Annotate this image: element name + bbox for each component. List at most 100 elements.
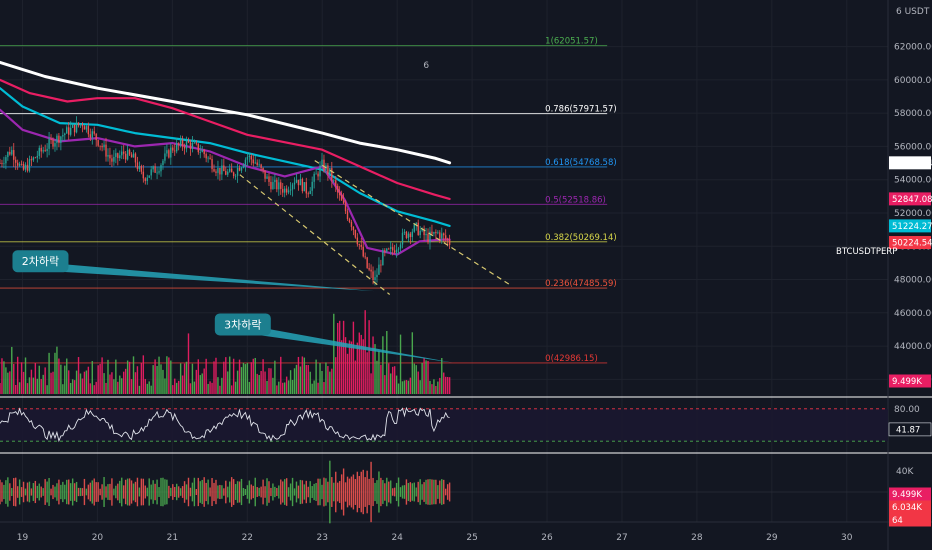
bottom-bar bbox=[103, 477, 105, 507]
bottom-bar bbox=[170, 487, 172, 497]
candle-body bbox=[413, 224, 415, 232]
candle-body bbox=[327, 165, 329, 174]
bottom-bar bbox=[293, 488, 296, 496]
bottom-bar bbox=[274, 486, 276, 498]
bottom-bar bbox=[229, 481, 231, 503]
candle-body bbox=[340, 195, 343, 201]
candle-body bbox=[403, 231, 406, 233]
volume-bar bbox=[26, 383, 29, 394]
volume-bar bbox=[374, 344, 376, 394]
candle-body bbox=[160, 165, 162, 172]
candle-body bbox=[305, 182, 307, 194]
bottom-tag-bg bbox=[889, 487, 931, 501]
bottom-bar bbox=[213, 482, 215, 502]
bottom-bar bbox=[270, 487, 272, 497]
bottom-tag-bg bbox=[889, 513, 931, 527]
bottom-bar bbox=[401, 485, 404, 499]
bottom-bar bbox=[150, 484, 152, 500]
volume-bar bbox=[48, 352, 50, 394]
candle-body bbox=[321, 159, 323, 166]
volume-bar bbox=[291, 379, 294, 394]
bottom-bar bbox=[366, 470, 368, 514]
candle-body bbox=[382, 250, 384, 266]
candle-body bbox=[256, 162, 258, 165]
rsi-tick-label: 80.00 bbox=[894, 405, 920, 415]
bottom-bar bbox=[301, 480, 304, 504]
candle-body bbox=[309, 190, 311, 194]
volume-bar bbox=[346, 353, 349, 394]
bottom-bar bbox=[417, 481, 419, 503]
moving-average-line bbox=[0, 108, 451, 256]
bottom-bar bbox=[433, 479, 435, 505]
moving-average-line bbox=[0, 60, 452, 165]
candle-body bbox=[40, 147, 42, 152]
volume-bar bbox=[101, 357, 103, 394]
volume-bar bbox=[321, 371, 323, 394]
candle-body bbox=[289, 189, 292, 191]
volume-bar bbox=[431, 384, 433, 394]
trendline bbox=[239, 174, 391, 295]
volume-bar bbox=[443, 372, 445, 394]
volume-bar bbox=[266, 380, 268, 394]
candle-body bbox=[144, 178, 146, 181]
bottom-indicator-pane bbox=[0, 460, 888, 524]
bottom-bar bbox=[9, 483, 11, 501]
bottom-bar bbox=[115, 485, 117, 499]
volume-bar bbox=[97, 365, 99, 394]
candle-body bbox=[252, 159, 254, 164]
candle-body bbox=[356, 237, 359, 245]
bottom-bar bbox=[342, 468, 345, 516]
bottom-bar bbox=[217, 485, 219, 499]
bottom-bar bbox=[162, 477, 164, 507]
candle-body bbox=[93, 131, 95, 134]
candle-body bbox=[201, 150, 203, 153]
bottom-bar bbox=[30, 488, 33, 496]
candle-body bbox=[338, 192, 341, 196]
bottom-bar bbox=[185, 484, 188, 500]
price-tick-label: 46000.00 bbox=[894, 309, 932, 319]
bottom-bar bbox=[48, 477, 50, 507]
volume-bar bbox=[1, 358, 3, 394]
candle-body bbox=[444, 235, 447, 240]
volume-bar bbox=[211, 382, 213, 394]
volume-bar bbox=[360, 334, 362, 394]
candle-body bbox=[207, 157, 209, 159]
date-tick-label: 25 bbox=[466, 533, 477, 543]
bottom-bar bbox=[119, 480, 121, 504]
candle-body bbox=[219, 167, 221, 175]
volume-bar bbox=[40, 378, 42, 394]
bottom-bar bbox=[107, 484, 109, 500]
bottom-bar bbox=[126, 478, 129, 506]
volume-bar bbox=[34, 362, 37, 394]
volume-bar bbox=[144, 378, 146, 394]
bottom-bar bbox=[344, 482, 347, 502]
bottom-bar bbox=[337, 482, 339, 502]
candle-body bbox=[128, 149, 131, 155]
price-tags: 55013.74 52847.08 51224.27 50224.54BTCUSDTP… bbox=[836, 156, 932, 527]
bottom-bar bbox=[309, 481, 311, 503]
bottom-bar bbox=[278, 485, 280, 499]
bottom-bar bbox=[331, 477, 333, 507]
candle-body bbox=[419, 230, 421, 236]
candle-body bbox=[158, 171, 160, 173]
candle-body bbox=[380, 264, 382, 266]
volume-bar bbox=[337, 322, 339, 394]
candle-body bbox=[264, 170, 266, 179]
candle-body bbox=[427, 233, 429, 243]
bottom-bar bbox=[152, 480, 154, 504]
bottom-bar bbox=[113, 488, 115, 496]
candle-body bbox=[211, 159, 213, 170]
bottom-bar bbox=[117, 483, 119, 501]
candle-body bbox=[391, 247, 394, 251]
date-tick-label: 26 bbox=[541, 533, 553, 543]
candle-body bbox=[352, 226, 355, 230]
volume-bar bbox=[362, 339, 364, 394]
bottom-bar bbox=[395, 482, 398, 502]
bottom-bar bbox=[187, 477, 190, 507]
volume-bar bbox=[152, 365, 154, 394]
volume-bar bbox=[236, 370, 239, 394]
candle-body bbox=[13, 150, 15, 160]
volume-bar bbox=[64, 365, 66, 394]
candle-body bbox=[168, 150, 170, 158]
